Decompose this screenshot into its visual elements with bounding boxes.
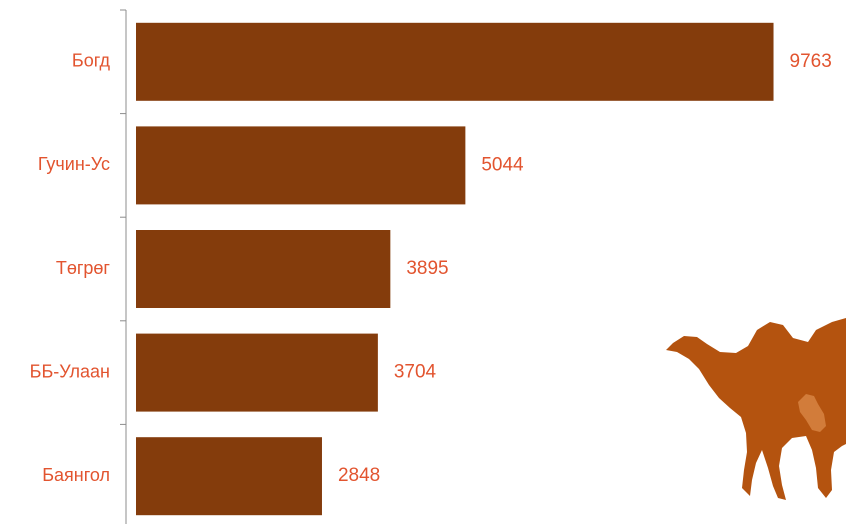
category-label: Баянгол: [42, 465, 110, 485]
bar: [136, 22, 774, 101]
data-label: 5044: [481, 154, 524, 175]
category-label: ББ-Улаан: [30, 361, 110, 381]
data-label: 3895: [406, 258, 448, 279]
data-label: 3704: [394, 362, 437, 383]
bar: [136, 230, 391, 308]
bar: [136, 126, 466, 205]
bar: [136, 437, 322, 516]
category-label: Богд: [72, 51, 111, 71]
data-label: 9763: [790, 51, 832, 72]
camel-silhouette-icon: [666, 318, 846, 500]
bar: [136, 333, 378, 412]
data-label: 2848: [338, 465, 380, 486]
category-label: Гучин-Ус: [38, 154, 110, 174]
category-label: Төгрөг: [56, 258, 111, 278]
